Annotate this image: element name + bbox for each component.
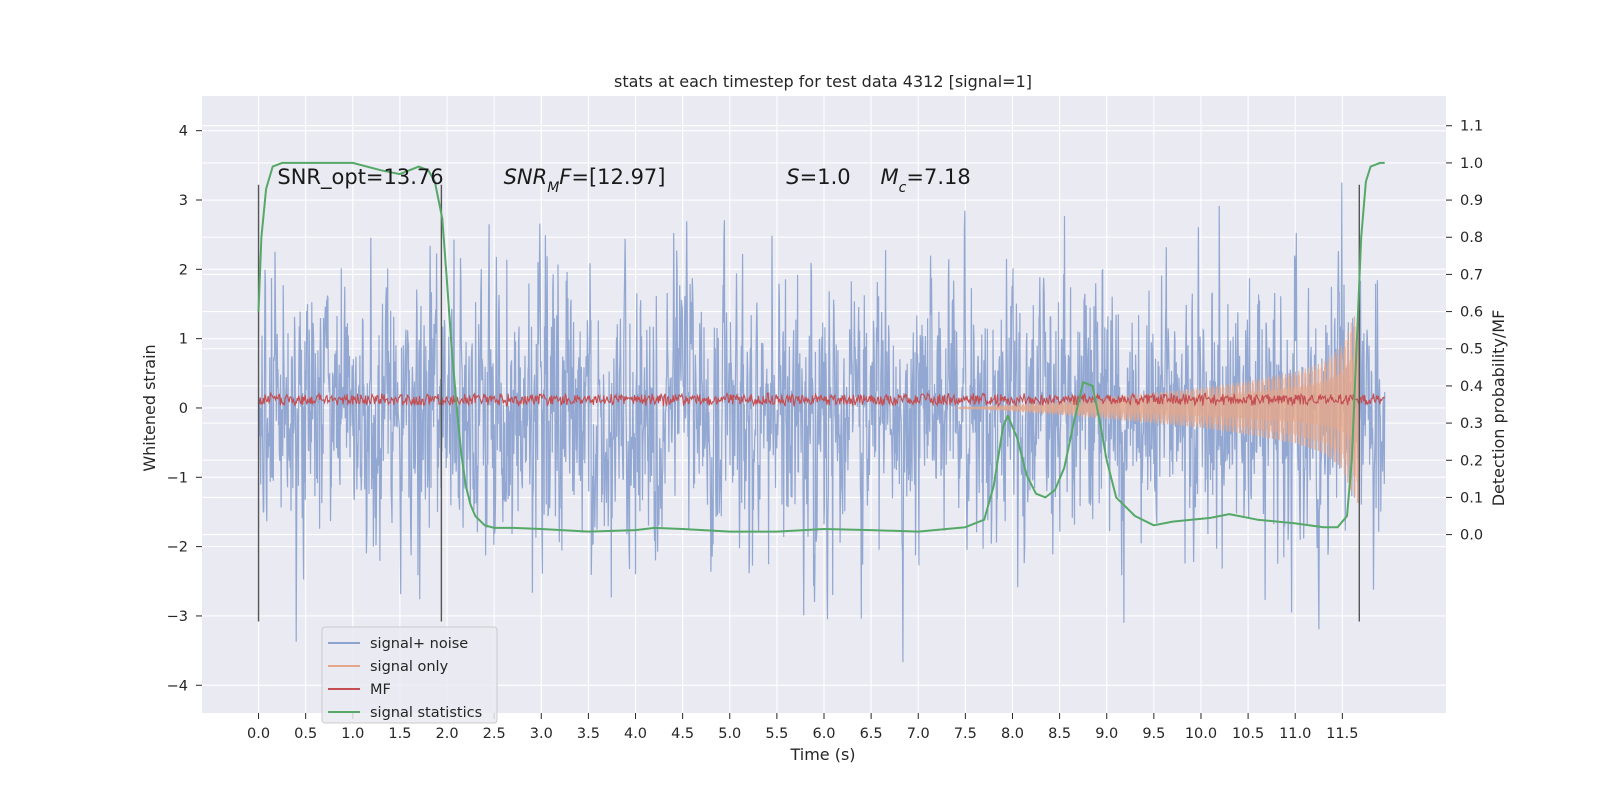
y-tick-label-right: 0.8: [1460, 230, 1483, 246]
annotation-part: M: [881, 165, 899, 189]
x-tick-label: 2.5: [483, 726, 506, 742]
y-tick-label: 2: [179, 262, 188, 278]
y-tick-label: −4: [167, 678, 188, 694]
x-tick-label: 11.0: [1279, 726, 1311, 742]
y-tick-label-right: 0.3: [1460, 416, 1483, 432]
legend-label: signal+ noise: [370, 636, 468, 652]
y-tick-label-right: 0.6: [1460, 305, 1483, 321]
annotation-2: S=1.0: [786, 165, 850, 189]
y-tick-label: 0: [179, 401, 188, 417]
x-tick-label: 9.0: [1095, 726, 1118, 742]
annotation-part: SNR_opt=13.76: [277, 165, 443, 190]
y-tick-label-right: 0.9: [1460, 193, 1483, 209]
y-tick-label-right: 0.4: [1460, 379, 1483, 395]
x-tick-label: 11.5: [1326, 726, 1358, 742]
x-axis-label: Time (s): [789, 745, 855, 764]
annotation-part: F: [559, 165, 572, 189]
x-tick-label: 1.0: [341, 726, 364, 742]
series-signal-noise: [257, 182, 1386, 663]
annotation-part: M: [547, 180, 559, 196]
x-tick-label: 0.0: [247, 726, 270, 742]
x-axis-ticks: 0.0 0.5 1.0 1.5 2.0 2.5 3.0 3.5 4.0 4.5 5.0 5.5 6.0 6…: [247, 713, 1358, 742]
annotation-1: SNRMF=[12.97]: [504, 165, 666, 196]
y-tick-label: −3: [167, 609, 188, 625]
y-tick-label: −2: [167, 540, 188, 556]
x-tick-label: 0.5: [294, 726, 317, 742]
y-tick-label-right: 0.1: [1460, 490, 1483, 506]
legend-box: [321, 626, 498, 724]
x-tick-label: 3.0: [530, 726, 553, 742]
y-tick-label: 3: [179, 193, 188, 209]
annotation-part: S: [786, 165, 799, 189]
x-tick-label: 5.0: [718, 726, 741, 742]
annotation-part: c: [899, 180, 907, 196]
x-tick-label: 10.0: [1185, 726, 1217, 742]
plot-area: [202, 96, 1446, 713]
annotation-part: =7.18: [906, 165, 970, 189]
annotation-0: SNR_opt=13.76: [277, 165, 443, 190]
x-tick-label: 8.0: [1001, 726, 1024, 742]
x-tick-label: 10.5: [1232, 726, 1264, 742]
x-tick-label: 4.0: [624, 726, 647, 742]
x-tick-label: 7.0: [907, 726, 930, 742]
y-tick-label-right: 0.0: [1460, 528, 1483, 544]
annotation-3: Mc=7.18: [881, 165, 971, 196]
y-tick-label-right: 1.0: [1460, 156, 1483, 172]
annotation-part: =1.0: [800, 165, 851, 189]
x-tick-label: 9.5: [1142, 726, 1165, 742]
series-signal-only: [955, 310, 1360, 504]
x-tick-label: 4.5: [671, 726, 694, 742]
annotation-part: SNR: [504, 165, 548, 189]
y-tick-label-right: 0.7: [1460, 267, 1483, 283]
x-tick-label: 1.5: [388, 726, 411, 742]
legend-label: signal only: [370, 659, 449, 675]
y-tick-label-right: 0.5: [1460, 342, 1483, 358]
y-axis-label: Whitened strain: [140, 344, 159, 471]
y-axis-label-right: Detection probability/MF: [1489, 310, 1508, 507]
y-axis-ticks-right: 1.1 1.0 0.9 0.8 0.7 0.6 0.5 0.4 0.3 0.2 0.1 0.0: [1446, 119, 1483, 544]
y-axis-ticks: 4 3 2 1 0 −1 −2 −3 −4: [167, 124, 202, 694]
legend: signal+ noise signal only MF signal statist…: [321, 626, 498, 724]
y-tick-label: 1: [179, 332, 188, 348]
x-tick-label: 8.5: [1048, 726, 1071, 742]
series-layer: [257, 161, 1386, 663]
series-signal-statistics: [257, 161, 1385, 533]
y-tick-label: −1: [167, 470, 188, 486]
legend-label: MF: [370, 682, 391, 698]
x-tick-label: 5.5: [765, 726, 788, 742]
x-tick-label: 2.0: [435, 726, 458, 742]
y-tick-label-right: 0.2: [1460, 453, 1483, 469]
y-tick-label-right: 1.1: [1460, 119, 1483, 135]
series-mf: [257, 391, 1386, 409]
legend-label: signal statistics: [370, 705, 482, 721]
y-tick-label: 4: [179, 124, 188, 140]
chart-title: stats at each timestep for test data 431…: [614, 72, 1032, 91]
x-tick-label: 6.5: [860, 726, 883, 742]
x-tick-label: 3.5: [577, 726, 600, 742]
x-tick-label: 6.0: [812, 726, 835, 742]
x-tick-label: 7.5: [954, 726, 977, 742]
annotation-part: =[12.97]: [571, 165, 665, 189]
annotations: SNR_opt=13.76 SNRMF=[12.97] S=1.0 Mc=7.18: [277, 165, 970, 196]
